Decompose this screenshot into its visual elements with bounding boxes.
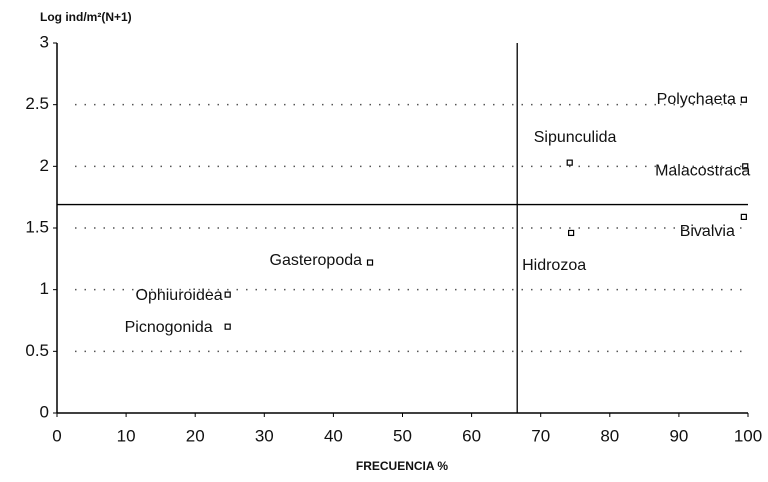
point-label: Picnogonida bbox=[125, 319, 213, 336]
x-tick-label: 60 bbox=[462, 426, 481, 445]
x-axis-label: FRECUENCIA % bbox=[356, 459, 449, 473]
point bbox=[224, 323, 231, 330]
point-label: Bivalvia bbox=[680, 223, 735, 240]
y-tick-label: 3 bbox=[40, 32, 49, 51]
x-tick-label: 30 bbox=[255, 426, 274, 445]
point bbox=[566, 159, 573, 166]
x-tick-label: 50 bbox=[393, 426, 412, 445]
x-tick-label: 70 bbox=[531, 426, 550, 445]
x-tick-label: 0 bbox=[52, 426, 61, 445]
point-label: Hidrozoa bbox=[522, 257, 586, 274]
point-label: Polychaeta bbox=[657, 91, 736, 108]
point bbox=[740, 213, 747, 220]
x-tick-label: 90 bbox=[669, 426, 688, 445]
x-tick-label: 100 bbox=[734, 426, 762, 445]
point-label: Ophiuroidea bbox=[136, 287, 223, 304]
point bbox=[742, 163, 749, 170]
y-tick-label: 2 bbox=[40, 156, 49, 175]
point-label: Malacostraca bbox=[655, 163, 750, 180]
y-tick-label: 0 bbox=[40, 402, 49, 421]
x-tick-label: 40 bbox=[324, 426, 343, 445]
x-tick-label: 80 bbox=[600, 426, 619, 445]
point bbox=[224, 291, 231, 298]
x-tick-label: 20 bbox=[186, 426, 205, 445]
point-label: Gasteropoda bbox=[270, 252, 363, 269]
y-tick-label: 2.5 bbox=[25, 94, 49, 113]
point bbox=[568, 229, 575, 237]
y-tick-label: 1 bbox=[40, 279, 49, 298]
y-tick-label: 0.5 bbox=[25, 341, 49, 360]
y-axis-label: Log ind/m²(N+1) bbox=[40, 10, 132, 24]
point bbox=[740, 96, 747, 103]
x-tick-label: 10 bbox=[117, 426, 136, 445]
point bbox=[366, 259, 374, 266]
y-tick-label: 1.5 bbox=[25, 217, 49, 236]
point-label: Sipunculida bbox=[534, 129, 617, 146]
